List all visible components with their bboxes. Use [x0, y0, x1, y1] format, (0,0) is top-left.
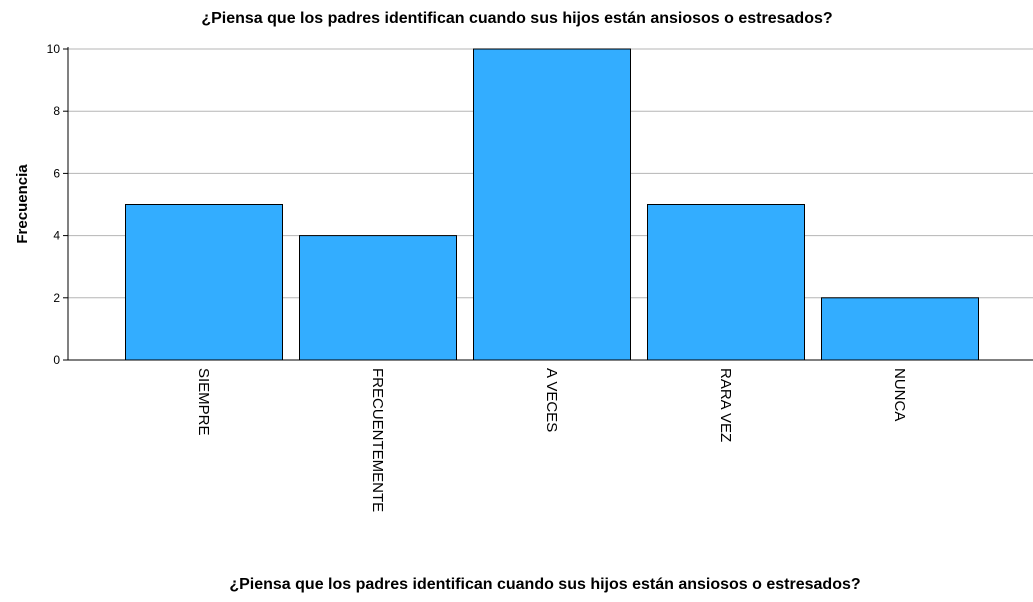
y-tick-label: 10: [47, 42, 61, 56]
y-tick-label: 6: [53, 166, 60, 180]
chart-title: ¿Piensa que los padres identifican cuand…: [201, 10, 832, 27]
bar: [821, 297, 979, 361]
x-axis-label: ¿Piensa que los padres identifican cuand…: [229, 576, 860, 593]
y-tick-label: 0: [53, 353, 60, 367]
bar: [299, 235, 457, 361]
y-tick-labels: 0 2 4 6 8 10: [47, 42, 61, 367]
x-tick-label: NUNCA: [891, 368, 908, 421]
y-tick-label: 2: [53, 291, 60, 305]
x-tick-label: FRECUENTEMENTE: [369, 368, 386, 512]
y-axis-label: Frecuencia: [14, 164, 31, 244]
bars: [125, 48, 979, 361]
x-tick-label: SIEMPRE: [195, 368, 212, 436]
x-tick-label: A VECES: [543, 368, 560, 432]
x-tick-labels: SIEMPRE FRECUENTEMENTE A VECES RARA VEZ NUNC…: [195, 368, 908, 512]
x-tick-label: RARA VEZ: [717, 368, 734, 442]
bar: [125, 204, 283, 361]
y-tick-label: 8: [53, 104, 60, 118]
y-tick-label: 4: [53, 229, 60, 243]
bar: [473, 48, 631, 361]
bar: [647, 204, 805, 361]
axes: [63, 47, 1033, 361]
